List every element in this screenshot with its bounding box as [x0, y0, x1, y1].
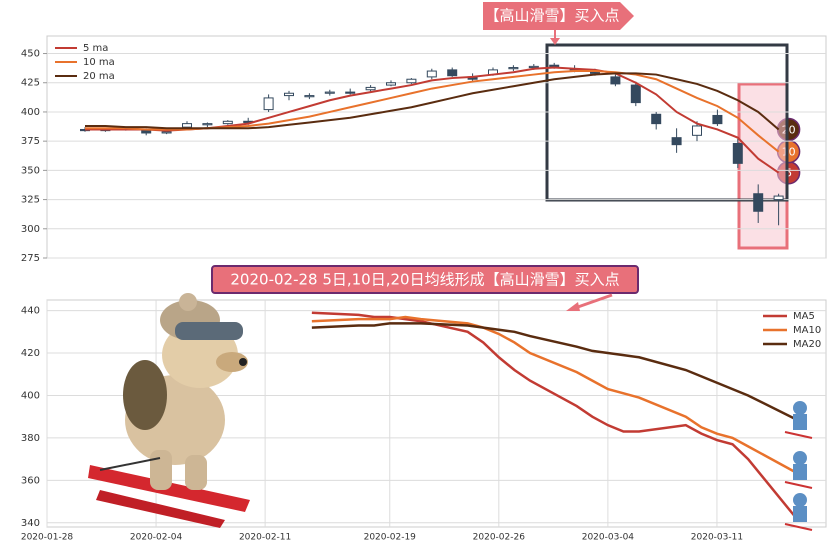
ma-line: [85, 72, 780, 131]
banner-arrowhead: [550, 38, 560, 45]
x-tick-label: 2020-02-19: [364, 533, 417, 543]
candle-body: [304, 95, 315, 98]
dog-illustration: [88, 293, 250, 528]
candle-body: [324, 91, 335, 94]
candle-body: [202, 123, 213, 126]
candle-body: [692, 125, 702, 136]
y-tick-label: 350: [21, 165, 40, 176]
candle-body: [406, 78, 417, 84]
candle-body: [508, 67, 519, 70]
candle-body: [263, 97, 274, 111]
candle-body: [447, 69, 458, 77]
y-tick-label: 325: [21, 195, 40, 206]
ma-line: [311, 315, 796, 473]
x-tick-label: 2020-02-26: [473, 533, 526, 543]
x-tick-label: 2020-01-28: [21, 533, 74, 543]
y-tick-label: 360: [21, 475, 40, 486]
ma-line: [311, 322, 796, 420]
y-tick-label: 400: [21, 107, 40, 118]
legend-label: 20 ma: [83, 71, 115, 82]
y-tick-label: 440: [21, 306, 40, 317]
banner-text: 【高山滑雪】买入点: [484, 7, 619, 25]
candle-body: [610, 76, 621, 85]
top-plot: 275 300 325 350 375 400 425 450 5 ma 10 ma 20 ma: [21, 43, 826, 264]
candle-body: [222, 120, 233, 125]
banner: [483, 2, 634, 30]
ma-line: [311, 311, 796, 518]
candle-body: [712, 114, 723, 125]
banner-2: [211, 265, 639, 294]
candle-body: [732, 142, 743, 164]
candle-body: [630, 84, 641, 104]
candle-body: [284, 92, 294, 97]
y-tick-label: 425: [21, 78, 40, 89]
candle-body: [671, 137, 682, 146]
candle-body: [161, 131, 172, 134]
y-tick-label: 420: [21, 348, 40, 359]
candle-body: [365, 86, 376, 91]
banner-2-arrow: [574, 293, 613, 310]
legend-label: MA10: [793, 325, 821, 336]
candle-body: [345, 91, 356, 94]
candle-body: [182, 123, 192, 128]
ma-line: [85, 66, 780, 174]
highlight-box: [737, 82, 789, 250]
y-tick-label: 375: [21, 136, 40, 147]
y-tick-label: 275: [21, 253, 40, 264]
legend-label: 5 ma: [83, 43, 108, 54]
x-tick-label: 2020-02-04: [130, 533, 183, 543]
candle-body: [651, 113, 662, 125]
x-tick-label: 2020-03-11: [691, 533, 743, 543]
legend-label: MA5: [793, 311, 815, 322]
candle-body: [528, 65, 539, 69]
y-tick-label: 340: [21, 518, 40, 529]
y-tick-label: 380: [21, 433, 40, 444]
skier-icons: [784, 401, 813, 531]
y-tick-label: 400: [21, 390, 40, 401]
y-tick-label: 300: [21, 224, 40, 235]
x-tick-label: 2020-02-11: [239, 533, 291, 543]
y-tick-label: 450: [21, 49, 40, 60]
legend-label: 10 ma: [83, 57, 115, 68]
top-frame: [46, 35, 827, 259]
x-tick-label: 2020-03-04: [582, 533, 635, 543]
end-marker-label: 5: [785, 167, 792, 180]
candle-body: [773, 195, 784, 201]
candle-body: [386, 82, 396, 86]
candle-body: [426, 70, 437, 78]
legend-label: MA20: [793, 339, 821, 350]
banner-2-text: 2020-02-28 5日,10日,20日均线形成【高山滑雪】买入点: [230, 271, 619, 289]
candle-body: [753, 193, 764, 212]
banner-2-arrowhead: [566, 302, 580, 311]
